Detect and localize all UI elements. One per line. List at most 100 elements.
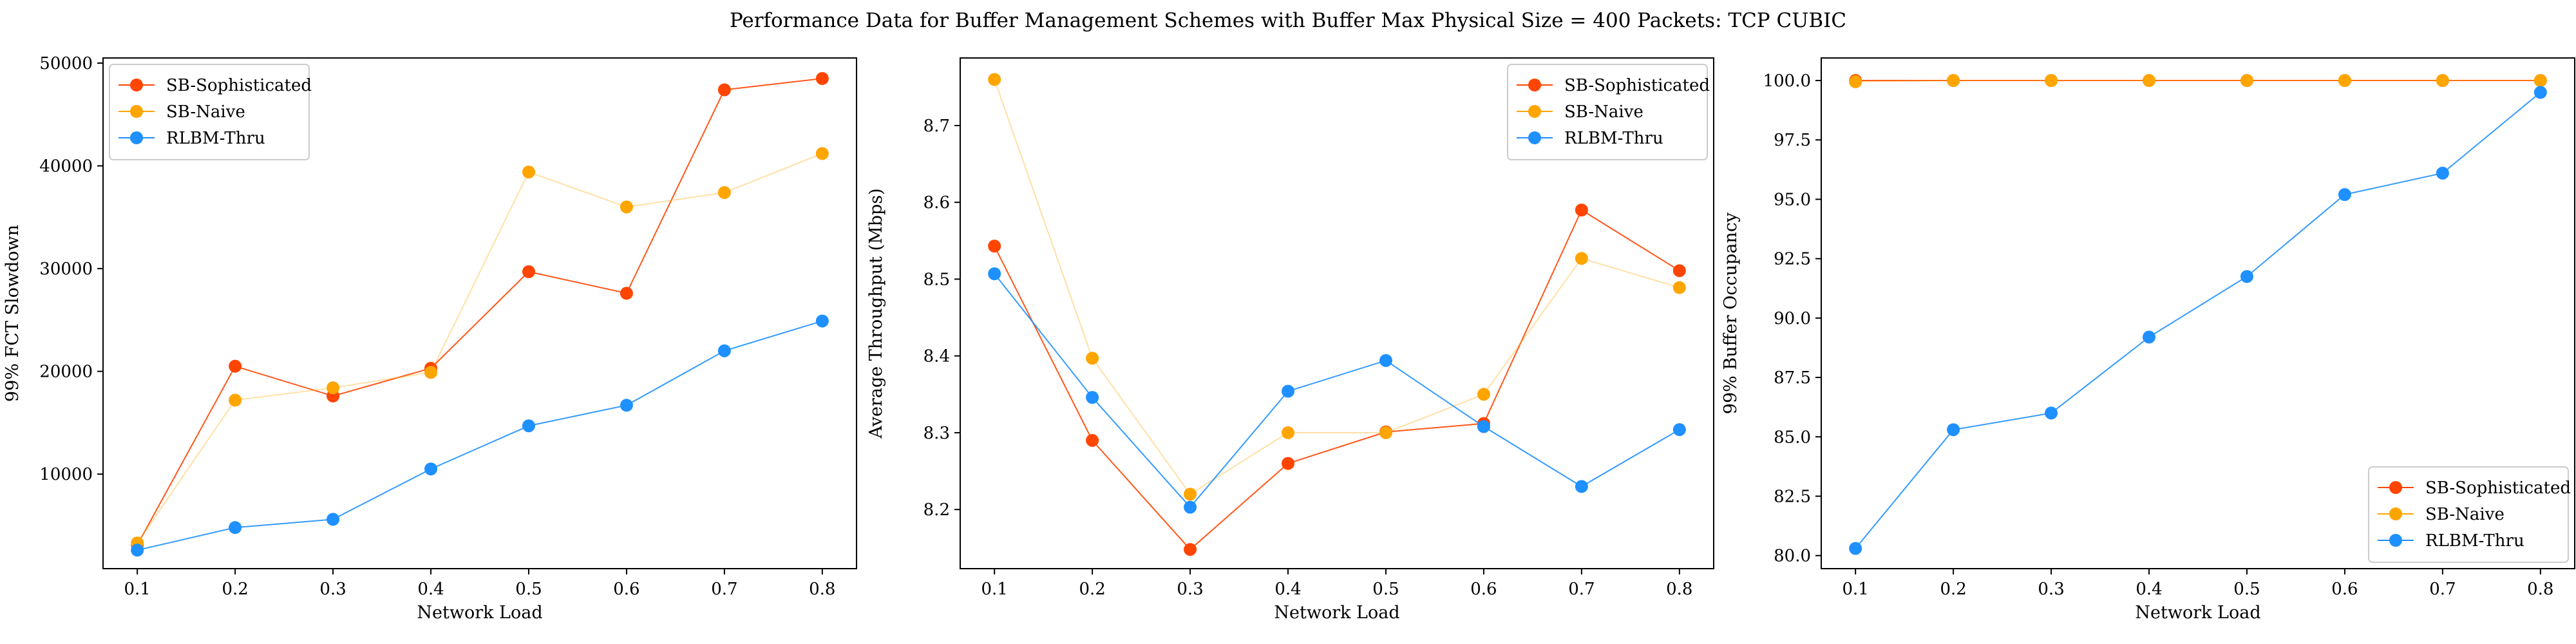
y-tick-label: 8.4 [923,347,950,366]
data-point-rlbm-thru [131,544,144,557]
axes-frame [1821,57,2575,569]
data-point-sb-sophisticated [1575,204,1588,217]
data-point-sb-naive [717,186,731,200]
series-line-sb-sophisticated [137,77,822,545]
data-point-rlbm-thru [1184,500,1197,514]
y-tick-label: 50000 [39,54,93,73]
axes-frame [960,57,1714,569]
y-tick-label: 85.0 [1774,428,1811,447]
data-point-rlbm-thru [1282,384,1295,398]
data-point-rlbm-thru [1086,391,1099,404]
y-tick-label: 8.5 [923,270,950,289]
x-tick-label: 0.5 [515,580,542,599]
series-line-rlbm-thru [994,273,1680,509]
data-point-sb-sophisticated [1282,457,1295,470]
x-tick-label: 0.3 [319,580,346,599]
x-tick-label: 0.2 [1079,580,1105,599]
legend-marker [2389,481,2402,494]
y-tick-label: 95.0 [1774,190,1811,209]
data-point-sb-sophisticated [815,71,829,85]
data-point-sb-sophisticated [1086,433,1099,447]
data-point-sb-naive [1672,281,1686,294]
legend-label: SB-Sophisticated [166,76,312,95]
data-point-rlbm-thru [522,419,535,433]
x-tick-label: 0.8 [809,580,835,599]
x-axis-label: Network Load [2135,603,2260,623]
x-tick-label: 0.3 [2038,580,2064,599]
y-tick-label: 8.6 [923,193,950,213]
y-tick-label: 10000 [39,465,93,484]
data-point-sb-naive [2143,74,2156,88]
x-tick-label: 0.8 [2527,580,2553,599]
y-axis-label: 99% Buffer Occupancy [1721,212,1741,414]
legend-marker [1528,131,1541,144]
legend-marker [130,79,143,91]
legend-label: RLBM-Thru [1564,129,1663,148]
y-tick-label: 80.0 [1774,547,1811,566]
data-point-sb-naive [424,366,438,379]
data-point-rlbm-thru [327,513,340,526]
legend-label: SB-Naive [166,102,245,122]
data-point-sb-sophisticated [1184,543,1197,556]
data-point-rlbm-thru [1575,480,1588,493]
x-axis-label: Network Load [1274,603,1399,623]
data-point-sb-sophisticated [229,359,242,373]
legend-marker [130,131,143,144]
legend-label: RLBM-Thru [166,129,265,148]
data-point-rlbm-thru [1947,423,1960,437]
y-tick-label: 92.5 [1774,250,1811,269]
data-point-sb-naive [1477,388,1490,401]
data-point-rlbm-thru [620,399,633,412]
data-point-rlbm-thru [229,521,242,535]
x-tick-label: 0.3 [1177,580,1203,599]
y-axis-label: Average Throughput (Mbps) [866,188,886,439]
data-point-sb-naive [2240,74,2253,88]
legend-marker [130,105,143,118]
x-tick-label: 0.5 [1372,580,1399,599]
series-line-sb-naive [137,153,823,544]
data-point-sb-sophisticated [988,240,1001,253]
data-point-rlbm-thru [2436,166,2449,180]
data-point-sb-naive [2436,74,2449,88]
data-point-sb-naive [522,166,535,179]
y-tick-label: 30000 [39,260,93,279]
x-tick-label: 0.8 [1666,580,1692,599]
data-point-rlbm-thru [1672,423,1686,437]
data-point-sb-naive [2338,74,2351,88]
chart-2: 0.1 0.2 0.3 0.4 0.5 0.6 0.7 0.8 8.2 8.3 8.4 8.5 8.6 8… [866,57,1714,623]
x-tick-label: 0.5 [2233,580,2260,599]
data-point-rlbm-thru [1849,542,1862,555]
y-tick-label: 40000 [39,157,93,176]
data-point-sb-naive [327,381,340,395]
legend-box [1507,64,1708,160]
data-point-rlbm-thru [717,344,731,357]
series-line-rlbm-thru [1855,91,2541,549]
x-tick-label: 0.4 [1274,580,1301,599]
y-tick-label: 100.0 [1763,71,1811,91]
data-point-sb-naive [1575,252,1588,265]
x-tick-label: 0.7 [1568,580,1595,599]
chart-3: 0.1 0.2 0.3 0.4 0.5 0.6 0.7 0.8 80.0 82.5 85.0 87.5… [1721,57,2575,623]
legend-label: SB-Naive [1564,102,1643,122]
data-point-sb-naive [815,147,829,160]
legend-label: SB-Naive [2425,505,2505,524]
y-tick-label: 8.3 [923,424,950,443]
data-point-sb-naive [1849,75,1862,88]
chart-1: 0.1 0.2 0.3 0.4 0.5 0.6 0.7 0.8 10000 20000 30000 4… [3,54,857,623]
chart-panels: 0.1 0.2 0.3 0.4 0.5 0.6 0.7 0.8 10000 20000 30000 4… [3,54,2575,623]
data-point-rlbm-thru [1477,420,1490,433]
x-tick-label: 0.1 [981,580,1008,599]
data-point-sb-naive [1282,426,1295,439]
data-point-rlbm-thru [2143,330,2156,344]
y-tick-label: 87.5 [1774,368,1811,388]
data-point-rlbm-thru [1379,354,1392,367]
legend-marker [1528,105,1541,118]
legend-box [109,64,310,160]
x-tick-label: 0.7 [711,580,737,599]
y-tick-label: 20000 [39,363,93,382]
legend-marker [1528,79,1541,91]
legend-marker [2389,507,2402,520]
series-line-sb-sophisticated [994,209,1680,551]
legend-label: SB-Sophisticated [1564,76,1710,95]
